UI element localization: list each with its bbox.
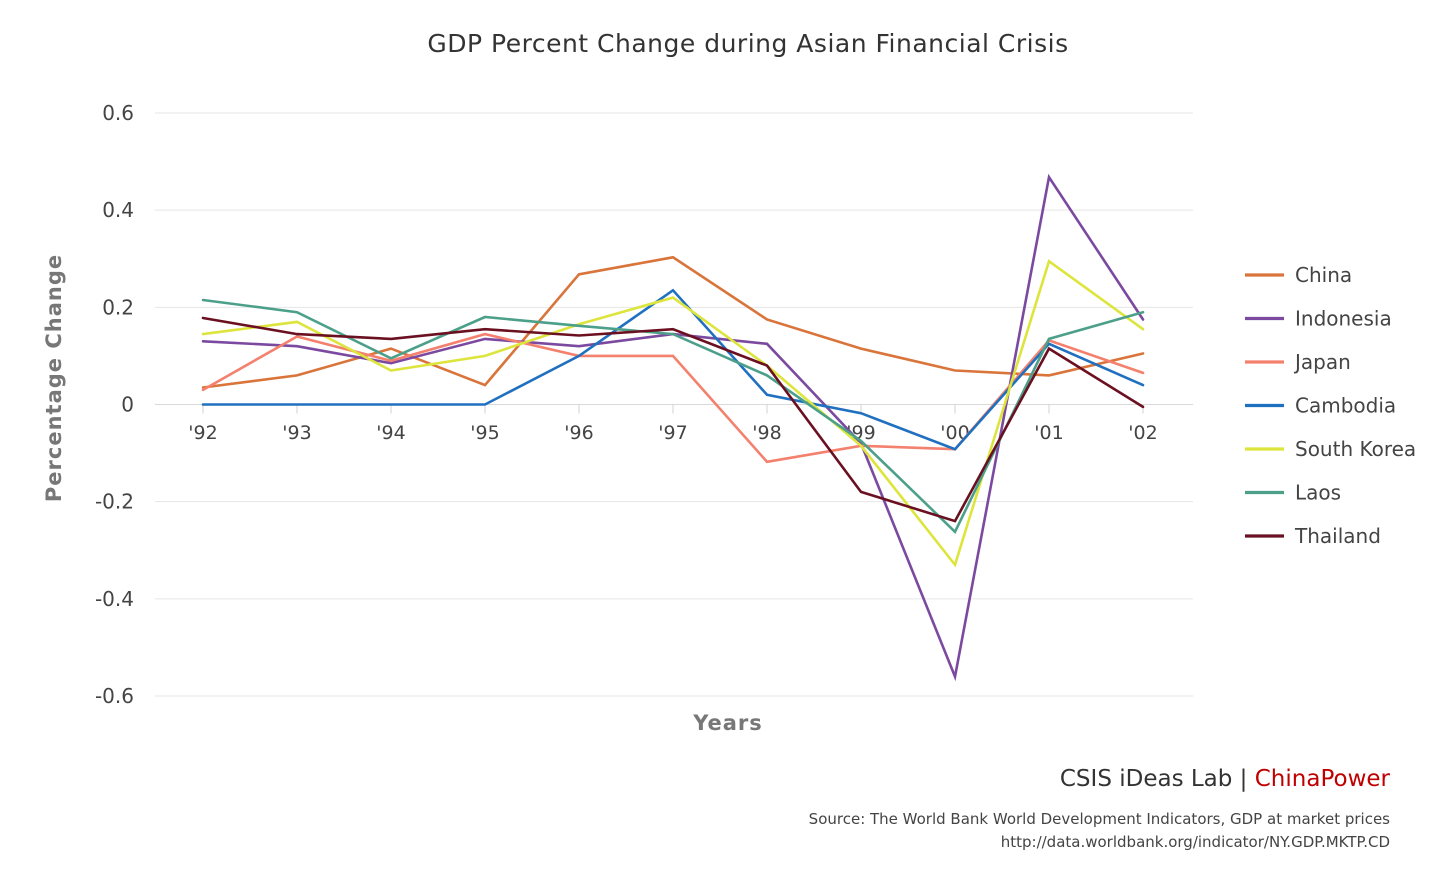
source-url: http://data.worldbank.org/indicator/NY.G… bbox=[1000, 833, 1390, 851]
series-line-thailand bbox=[201, 316, 1145, 523]
source-line: Source: The World Bank World Development… bbox=[808, 810, 1390, 828]
legend-label-china: China bbox=[1295, 263, 1352, 287]
legend-label-cambodia: Cambodia bbox=[1295, 394, 1396, 418]
x-axis-label: Years bbox=[692, 711, 763, 735]
series-line-laos bbox=[201, 298, 1145, 534]
x-tick-label: '98 bbox=[752, 422, 781, 444]
series-lines bbox=[201, 173, 1145, 682]
y-tick-label: 0.4 bbox=[102, 198, 134, 222]
x-tick-label: '92 bbox=[188, 422, 217, 444]
x-tick-label: '01 bbox=[1034, 422, 1063, 444]
y-tick-label: -0.2 bbox=[95, 490, 134, 514]
legend: China Indonesia Japan Cambodia South Korea La… bbox=[1245, 263, 1416, 548]
x-tick-label: '93 bbox=[282, 422, 311, 444]
y-tick-label: 0.2 bbox=[102, 295, 134, 319]
y-tick-label: 0.6 bbox=[102, 101, 134, 125]
x-tick-label: '94 bbox=[376, 422, 405, 444]
x-tick-label: '95 bbox=[470, 422, 499, 444]
y-axis-label: Percentage Change bbox=[42, 254, 66, 502]
legend-label-japan: Japan bbox=[1293, 350, 1351, 374]
series-line-cambodia bbox=[201, 288, 1145, 451]
chart-title: GDP Percent Change during Asian Financia… bbox=[427, 29, 1068, 58]
source-note: Source: The World Bank World Development… bbox=[809, 808, 1390, 854]
legend-label-south-korea: South Korea bbox=[1295, 437, 1416, 461]
y-tick-label: -0.6 bbox=[95, 684, 134, 708]
branding-prefix: CSIS iDeas Lab | bbox=[1059, 766, 1255, 792]
x-tick-label: '96 bbox=[564, 422, 593, 444]
legend-label-laos: Laos bbox=[1295, 481, 1341, 505]
y-axis-ticks: 0.6 0.4 0.2 0 -0.2 -0.4 -0.6 bbox=[95, 101, 134, 708]
series-line-china bbox=[201, 255, 1145, 389]
x-tick-label: '97 bbox=[658, 422, 687, 444]
x-tick-label: '00 bbox=[940, 422, 969, 444]
branding: CSIS iDeas Lab | ChinaPower bbox=[1060, 766, 1390, 792]
y-tick-label: -0.4 bbox=[95, 587, 134, 611]
x-tick-label: '02 bbox=[1128, 422, 1157, 444]
branding-chinapower: ChinaPower bbox=[1254, 766, 1390, 792]
legend-label-thailand: Thailand bbox=[1294, 524, 1381, 548]
line-chart: GDP Percent Change during Asian Financia… bbox=[42, 29, 1416, 735]
legend-label-indonesia: Indonesia bbox=[1295, 307, 1392, 331]
x-axis-ticks: '92'93'94'95'96'97'98'99'00'01'02 bbox=[188, 404, 1158, 444]
y-tick-label: 0 bbox=[121, 393, 134, 417]
